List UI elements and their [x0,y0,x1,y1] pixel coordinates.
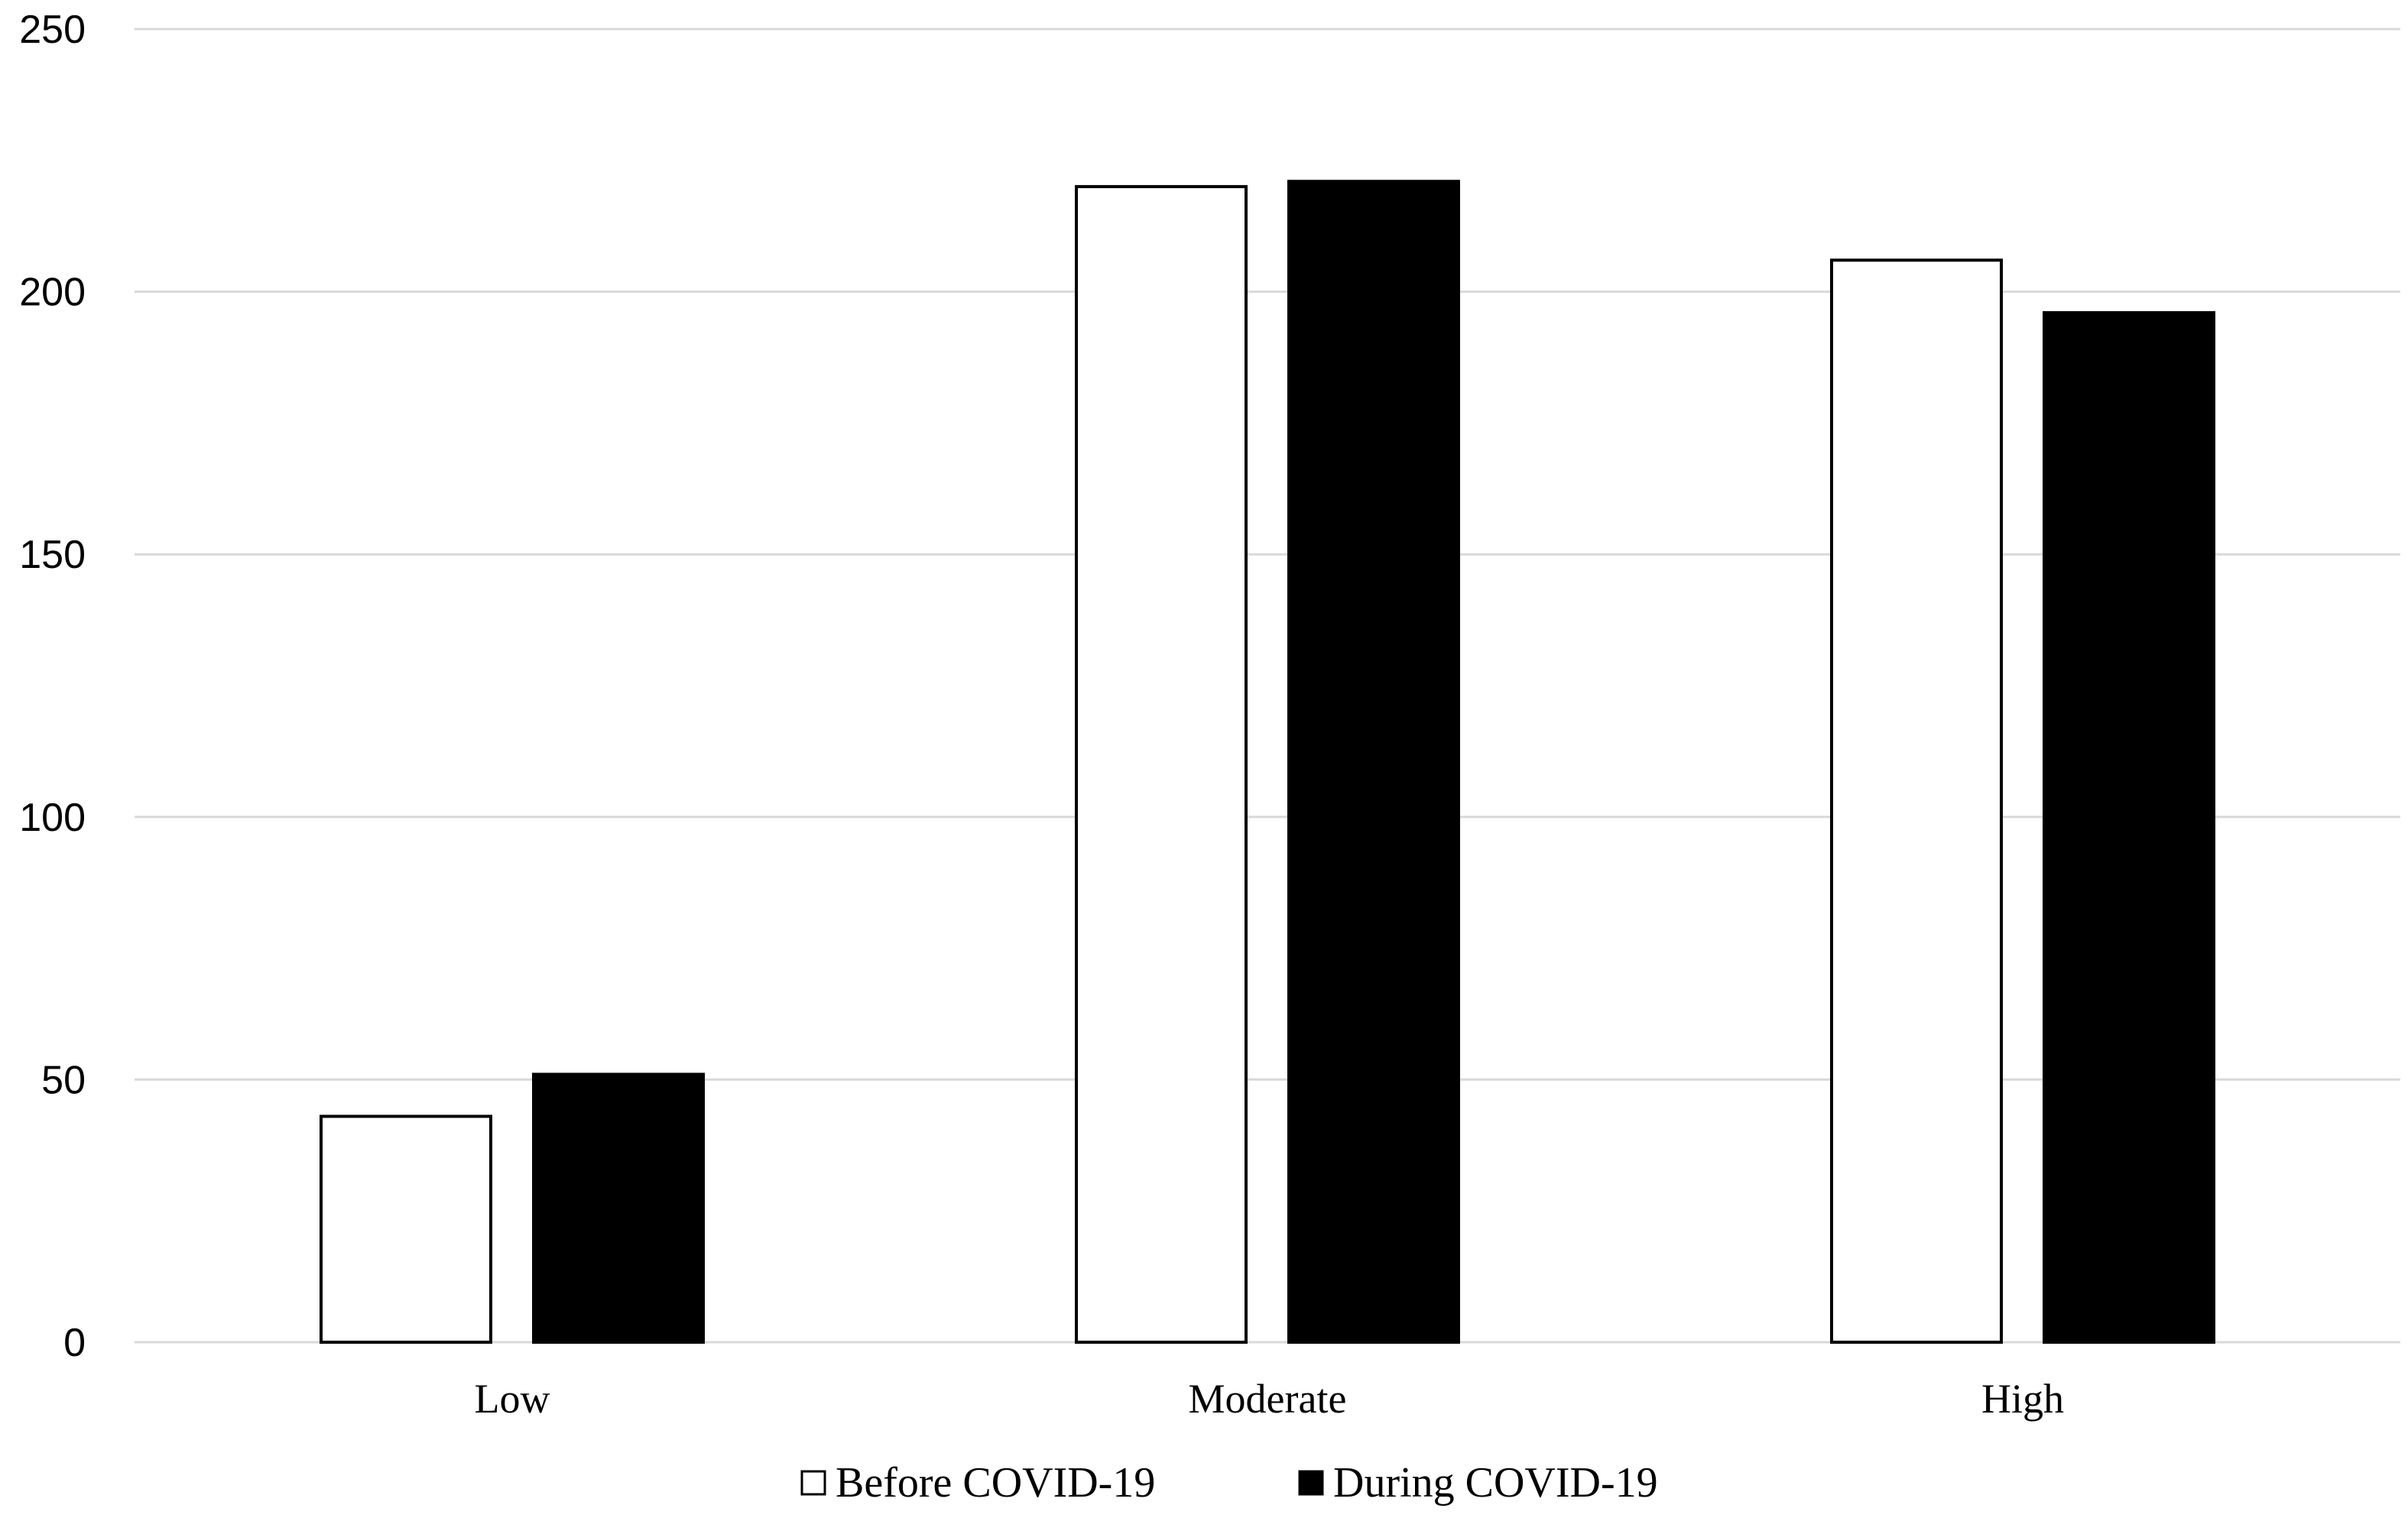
x-category-label: Moderate [1189,1376,1347,1422]
gridlines [135,28,2400,1344]
bar-low-before [320,1114,492,1344]
x-category-label: Low [475,1376,550,1422]
bars [320,180,2215,1344]
y-tick-label: 150 [19,533,86,577]
legend-swatch-before-covid [800,1470,826,1496]
y-tick-label: 0 [63,1321,86,1365]
bar-high-during [2043,311,2215,1344]
y-tick-label: 200 [19,271,86,315]
y-tick-label: 50 [41,1058,86,1102]
y-tick-label: 100 [19,796,86,840]
legend: Before COVID-19 During COVID-19 [800,1459,1658,1507]
y-tick-label: 250 [19,8,86,52]
legend-label-during-covid: During COVID-19 [1333,1459,1658,1507]
bar-low-during [532,1072,705,1344]
x-axis-category-labels: Low Moderate High [475,1376,2064,1422]
legend-swatch-during-covid [1298,1470,1324,1496]
bar-high-before [1830,258,2003,1344]
bar-moderate-before [1075,185,1248,1344]
bar-moderate-during [1287,180,1460,1344]
y-axis-tick-labels: 0 50 100 150 200 250 [19,8,86,1365]
x-category-label: High [1981,1376,2064,1422]
legend-label-before-covid: Before COVID-19 [836,1459,1155,1507]
